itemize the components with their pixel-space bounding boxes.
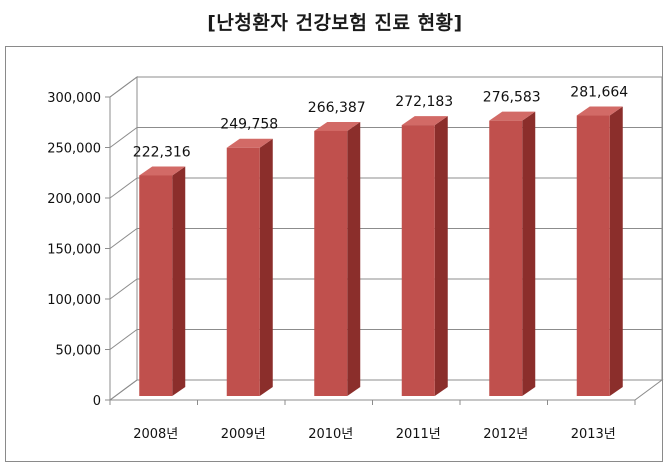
data-label: 266,387: [308, 100, 366, 116]
gridline-depth: [109, 379, 138, 401]
x-tick-label: 2008년: [133, 427, 178, 442]
bar-top: [139, 166, 186, 176]
bar: [489, 120, 523, 396]
y-tick-label: 0: [93, 394, 101, 409]
bar-side: [259, 138, 273, 396]
chart-title: [난청환자 건강보험 진료 현황]: [207, 12, 463, 34]
bar-side: [522, 111, 536, 396]
x-tick-label: 2013년: [571, 427, 616, 442]
bar-top: [401, 116, 448, 126]
y-tick-label: 300,000: [47, 91, 101, 106]
x-tick-label: 2009년: [221, 427, 266, 442]
y-tick-label: 250,000: [47, 142, 101, 157]
bar-side: [609, 106, 623, 397]
gridline-depth: [109, 329, 138, 350]
y-tick-label: 150,000: [47, 243, 101, 258]
gridline-depth: [109, 76, 138, 98]
y-tick-label: 100,000: [47, 293, 101, 308]
data-label: 272,183: [395, 94, 453, 110]
bar-top: [314, 121, 361, 131]
bar-side: [434, 116, 448, 397]
bar: [401, 125, 435, 397]
gridline-depth: [109, 127, 138, 148]
bar: [139, 175, 173, 396]
x-tick-label: 2012년: [483, 427, 528, 442]
bar: [576, 115, 610, 397]
bar-side: [172, 166, 186, 396]
bar-side: [347, 121, 361, 396]
data-label: 249,758: [220, 117, 278, 133]
y-tick-label: 200,000: [47, 192, 101, 207]
data-label: 276,583: [483, 90, 541, 106]
gridline-depth: [109, 177, 138, 199]
bar-top: [226, 138, 273, 148]
bar-top: [576, 106, 623, 116]
bar: [314, 130, 348, 396]
x-tick-label: 2011년: [396, 427, 441, 442]
bar-top: [489, 111, 536, 121]
bar: [226, 147, 260, 396]
x-tick-label: 2010년: [308, 427, 353, 442]
data-label: 281,664: [570, 85, 628, 101]
gridline-depth: [109, 278, 138, 300]
y-tick-label: 50,000: [56, 344, 102, 359]
gridline-depth: [109, 228, 138, 249]
data-label: 222,316: [133, 144, 191, 160]
